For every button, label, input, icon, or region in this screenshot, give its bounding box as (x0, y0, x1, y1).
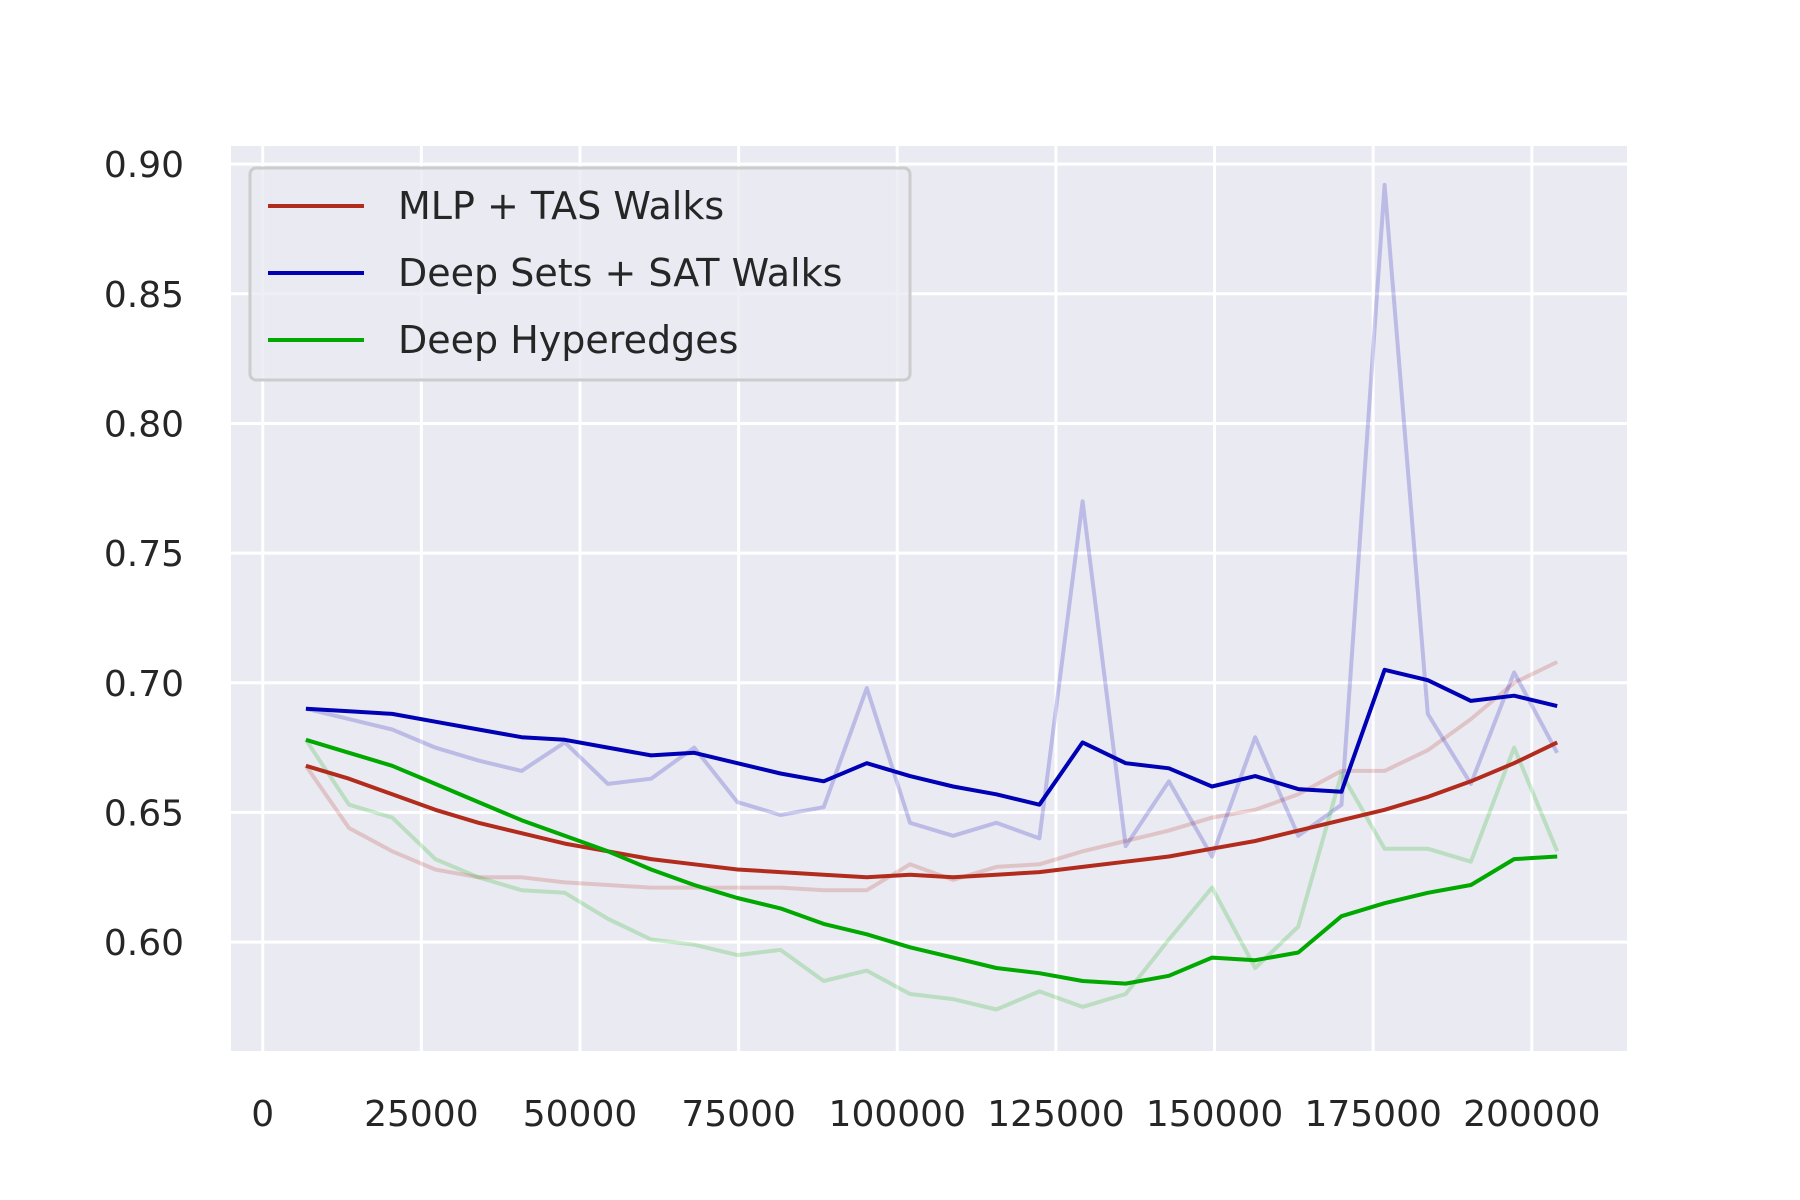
legend-label-2: Deep Hyperedges (398, 318, 738, 362)
y-tick-label: 0.85 (104, 275, 184, 316)
x-tick-label: 0 (251, 1094, 274, 1135)
y-tick-label: 0.75 (104, 534, 184, 575)
x-tick-label: 50000 (523, 1094, 638, 1135)
x-tick-label: 100000 (829, 1094, 966, 1135)
y-axis-ticks: 0.60 0.65 0.70 0.75 0.80 0.85 0.90 (104, 145, 184, 964)
legend-label-0: MLP + TAS Walks (398, 184, 724, 228)
series-line-1 (305, 667, 1558, 807)
y-tick-label: 0.60 (104, 923, 184, 964)
y-tick-label: 0.80 (104, 404, 184, 445)
y-tick-label: 0.90 (104, 145, 184, 186)
x-tick-label: 75000 (681, 1094, 796, 1135)
x-tick-label: 175000 (1304, 1094, 1441, 1135)
x-tick-label: 125000 (987, 1094, 1124, 1135)
series-line-0 (305, 740, 1559, 880)
x-tick-label: 200000 (1463, 1094, 1600, 1135)
series-line-2 (305, 737, 1558, 986)
x-axis-ticks: 0 25000 50000 75000 100000 125000 150000 175000… (251, 1094, 1600, 1135)
legend-label-1: Deep Sets + SAT Walks (398, 251, 842, 295)
y-tick-label: 0.65 (104, 793, 184, 834)
x-tick-label: 25000 (364, 1094, 479, 1135)
legend-box (248, 166, 912, 382)
y-tick-label: 0.70 (104, 664, 184, 705)
series-raw-line-1 (305, 182, 1559, 859)
smoothed-series-layer (305, 667, 1559, 986)
series-raw-line-2 (304, 738, 1560, 1012)
x-tick-label: 150000 (1146, 1094, 1283, 1135)
legend: MLP + TAS Walks Deep Sets + SAT Walks Deep… (248, 166, 912, 382)
